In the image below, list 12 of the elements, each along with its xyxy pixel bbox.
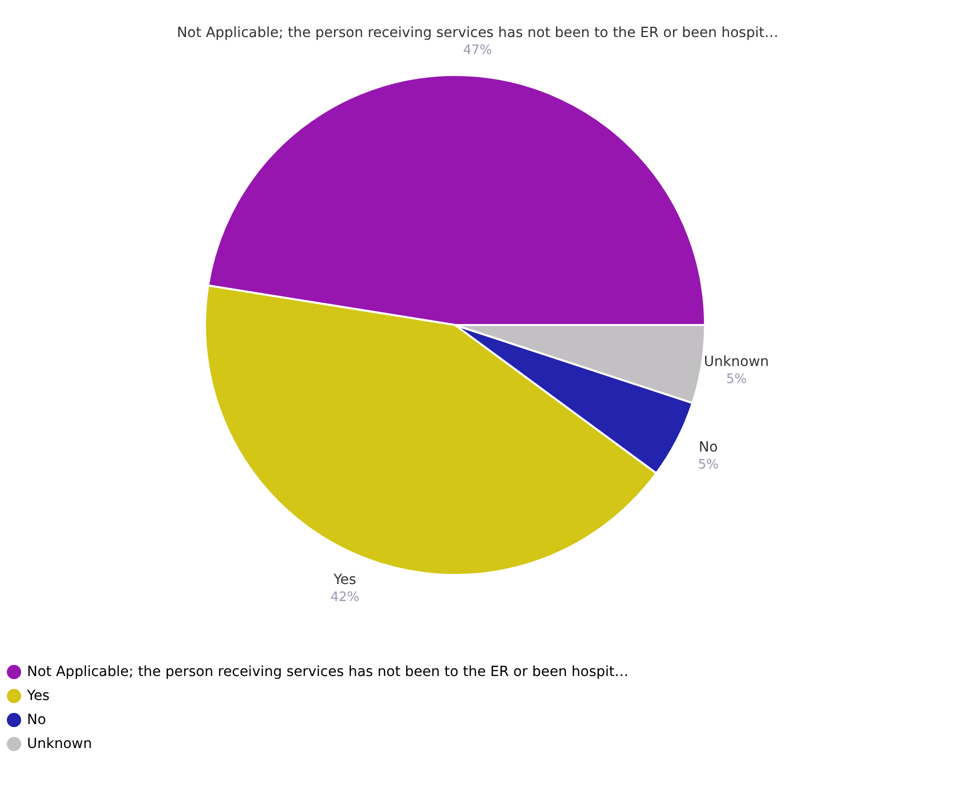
- legend-label: No: [27, 712, 46, 728]
- slice-label: No: [698, 440, 718, 456]
- slice-label: Yes: [332, 572, 356, 588]
- legend-label: Yes: [26, 688, 50, 704]
- slice-label: Unknown: [704, 354, 769, 370]
- legend-label: Not Applicable; the person receiving services has not been to the ER or been hospit…: [27, 664, 629, 680]
- data-label: 47%: [463, 42, 492, 58]
- data-label: 42%: [330, 590, 360, 605]
- data-label: 5%: [726, 372, 747, 388]
- slice-label: Not Applicable; the person receiving services has not been to the ER or been hospit…: [176, 24, 778, 41]
- legend-label: Unknown: [27, 736, 92, 752]
- data-label: 5%: [698, 458, 719, 473]
